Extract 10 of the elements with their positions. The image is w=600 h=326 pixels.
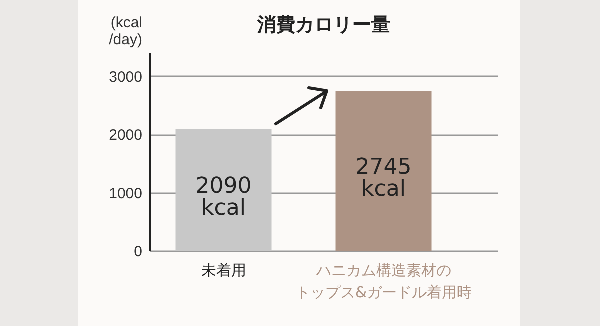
chart-title: 消費カロリー量 [256, 14, 390, 36]
data-label: 2090 kcal [196, 174, 252, 222]
data-label: 2745 kcal [356, 155, 412, 202]
x-tick-label: ハニカム構造素材のトップス&ガードル着用時 [295, 262, 472, 302]
x-tick-label: 未着用 [201, 262, 246, 280]
y-tick-label: 0 [134, 244, 142, 260]
y-axis-title: (kcal/day) [109, 14, 142, 48]
y-tick-label: 3000 [109, 68, 142, 86]
y-tick-label: 2000 [109, 127, 142, 144]
y-tick-label: 1000 [109, 185, 142, 202]
